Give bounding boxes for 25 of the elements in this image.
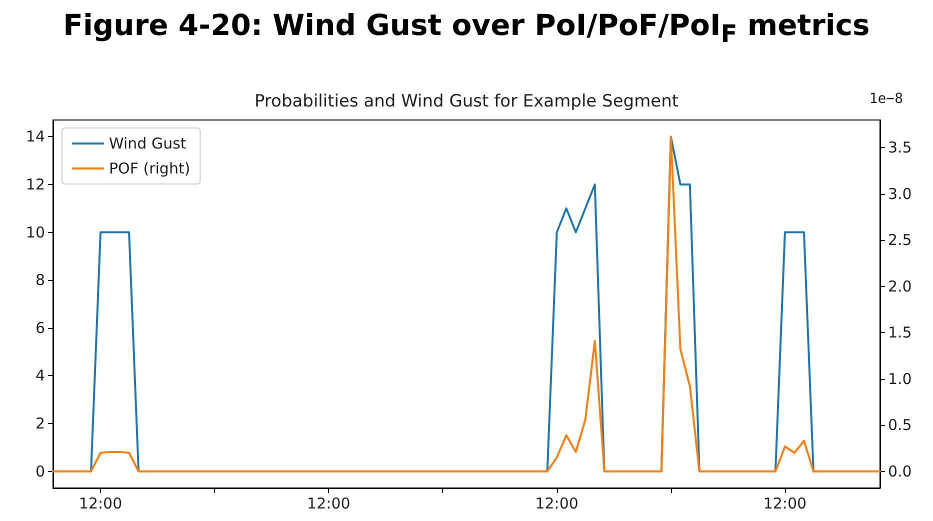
y-tick-label: 4 [35, 366, 45, 385]
y-tick-label: 8 [35, 271, 45, 290]
legend-label: POF (right) [109, 160, 190, 178]
y2-tick-label: 3.5 [888, 138, 912, 157]
y-tick-label: 6 [35, 318, 45, 337]
x-tick-label: 12:00 [78, 494, 122, 512]
x-tick-label: 12:00 [307, 494, 350, 512]
y2-tick-label: 0.0 [888, 462, 912, 480]
text: 1e−8 [869, 91, 904, 107]
y2-tick-label: 1.5 [888, 324, 912, 342]
y2-tick-label: 1.0 [888, 370, 912, 388]
chart-subtitle: Probabilities and Wind Gust for Example Segment [254, 92, 679, 112]
y2-tick-label: 0.5 [888, 416, 912, 434]
y2-tick-label: 2.5 [888, 231, 912, 250]
y2-tick-label: 2.0 [888, 277, 912, 296]
y-tick-label: 10 [26, 223, 45, 242]
y-tick-label: 14 [26, 128, 45, 146]
y-tick-label: 0 [35, 462, 45, 480]
x-tick-label: 12:00 [763, 494, 807, 512]
y-tick-label: 2 [35, 414, 45, 432]
chart-title: Figure 4-20: Wind Gust over PoI/PoF/PoI$_{F}$ metrics [62, 8, 871, 48]
x-tick-label: 12:00 [535, 494, 578, 512]
y2-tick-label: 3.0 [888, 184, 912, 203]
legend-label: Wind Gust [109, 134, 186, 152]
y-tick-label: 12 [26, 176, 45, 194]
